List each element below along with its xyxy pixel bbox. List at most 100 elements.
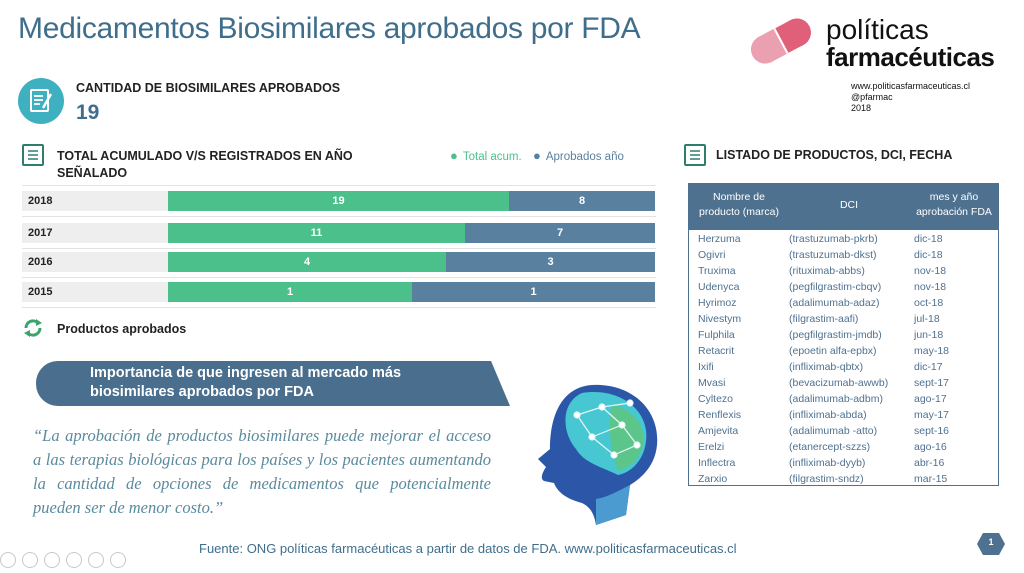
footer-source: Fuente: ONG políticas farmacéuticas a pa… [199,541,737,556]
zoom-icon[interactable] [88,552,104,568]
row-label-bg [22,282,168,302]
slides-icon[interactable] [66,552,82,568]
importance-banner [36,361,510,406]
row-label: 2018 [28,195,53,207]
row-label-bg [22,252,168,272]
cell-dci: (pegfilgrastim-cbqv) [789,281,882,293]
cell-dci: (pegfilgrastim-jmdb) [789,329,882,341]
cell-product: Cyltezo [698,393,734,405]
previous-slide-icon[interactable] [0,552,16,568]
cell-dci: (epoetin alfa-epbx) [789,345,877,357]
table-row: Renflexis (infliximab-abda) may-17 [689,407,998,423]
logo-info: www.politicasfarmaceuticas.cl @pfarmac 2… [851,81,970,114]
bar-aprobados-ano: 1 [412,282,655,302]
cell-dci: (bevacizumab-awwb) [789,377,889,389]
row-label: 2017 [28,227,53,239]
products-table: Nombre de producto (marca) DCI mes y año… [688,183,999,486]
cell-product: Nivestym [698,313,742,325]
cell-date: jun-18 [914,329,944,341]
document-list-icon [22,144,44,166]
refresh-icon [24,319,42,337]
cell-date: sept-17 [914,377,950,389]
next-slide-icon[interactable] [22,552,38,568]
cell-product: Ixifi [698,361,714,373]
row-label: 2015 [28,286,53,298]
cell-date: abr-16 [914,457,945,469]
logo-handle: @pfarmac [851,92,893,102]
row-separator [22,277,656,278]
page-number-badge [977,533,1005,555]
header-product-line-2: producto (marca) [699,206,779,218]
table-row: Amjevita (adalimumab -atto) sept-16 [689,423,998,439]
legend-year: ● Aprobados año [533,148,624,163]
table-row: Cyltezo (adalimumab-adbm) ago-17 [689,391,998,407]
bar-aprobados-ano: 7 [465,223,655,243]
clipboard-pen-icon [18,78,64,124]
cell-date: ago-17 [914,393,947,405]
cell-date: may-17 [914,409,950,421]
cell-product: Fulphila [698,329,735,341]
header-product-line-1: Nombre de [713,191,765,203]
row-separator [22,248,656,249]
chart-title: TOTAL ACUMULADO V/S REGISTRADOS EN AÑO S… [57,149,353,180]
pen-icon[interactable] [44,552,60,568]
header-date-line-2: aprobación FDA [916,206,992,218]
cell-product: Herzuma [698,233,741,245]
cell-dci: (etanercept-szzs) [789,441,871,453]
legend-total: ● Total acum. [450,148,522,163]
header-product: Nombre de producto (marca) [695,190,783,220]
bar-total-acum: 1 [168,282,412,302]
header-date: mes y año aprobación FDA [911,190,997,220]
cell-product: Hyrimoz [698,297,737,309]
table-row: Herzuma (trastuzumab-pkrb) dic-18 [689,231,998,247]
table-header: Nombre de producto (marca) DCI mes y año… [689,184,998,230]
cell-product: Retacrit [698,345,735,357]
bar-total-acum: 19 [168,191,509,211]
table-row: Nivestym (filgrastim-aafi) jul-18 [689,311,998,327]
cell-date: nov-18 [914,281,947,293]
cell-product: Mvasi [698,377,726,389]
row-separator [22,216,656,217]
bar-total-acum: 4 [168,252,446,272]
more-options-icon[interactable] [110,552,126,568]
cell-date: dic-17 [914,361,943,373]
cell-dci: (adalimumab-adbm) [789,393,883,405]
cell-product: Zarxio [698,473,728,485]
cell-date: dic-18 [914,249,943,261]
slide-toolbar [0,552,132,570]
cell-date: oct-18 [914,297,944,309]
logo-text-farmaceuticas: farmacéuticas [826,42,995,72]
table-row: Truxima (rituximab-abbs) nov-18 [689,263,998,279]
document-list-icon [684,144,706,166]
table-row: Inflectra (infliximab-dyyb) abr-16 [689,455,998,471]
cell-dci: (infliximab-qbtx) [789,361,864,373]
table-row: Fulphila (pegfilgrastim-jmdb) jun-18 [689,327,998,343]
header-date-line-1: mes y año [929,191,979,203]
cell-date: may-18 [914,345,950,357]
page-title: Medicamentos Biosimilares aprobados por … [18,12,641,45]
cell-product: Erelzi [698,441,725,453]
legend-year-label: Aprobados año [545,151,624,163]
logo-text-politicas: políticas [826,14,929,45]
cell-date: mar-15 [914,473,948,485]
cell-dci: (trastuzumab-pkrb) [789,233,878,245]
table-row: Hyrimoz (adalimumab-adaz) oct-18 [689,295,998,311]
cell-product: Inflectra [698,457,736,469]
cell-product: Ogivri [698,249,726,261]
chart-top-separator [22,185,656,186]
products-approved-label: Productos aprobados [57,322,187,336]
header-dci: DCI [839,199,859,211]
banner-text: Importancia de que ingresen al mercado m… [90,364,490,402]
table-row: Udenyca (pegfilgrastim-cbqv) nov-18 [689,279,998,295]
cell-product: Renflexis [698,409,742,421]
cell-date: sept-16 [914,425,950,437]
table-row: Zarxio (filgrastim-sndz) mar-15 [689,471,998,487]
banner-line-2: biosimilares aprobados por FDA [90,384,314,400]
cell-date: nov-18 [914,265,947,277]
page-number: 1 [988,537,994,547]
brain-network-icon [538,384,658,525]
cell-date: dic-18 [914,233,943,245]
cell-dci: (infliximab-dyyb) [789,457,866,469]
row-label-bg [22,191,168,211]
cell-product: Truxima [698,265,736,277]
